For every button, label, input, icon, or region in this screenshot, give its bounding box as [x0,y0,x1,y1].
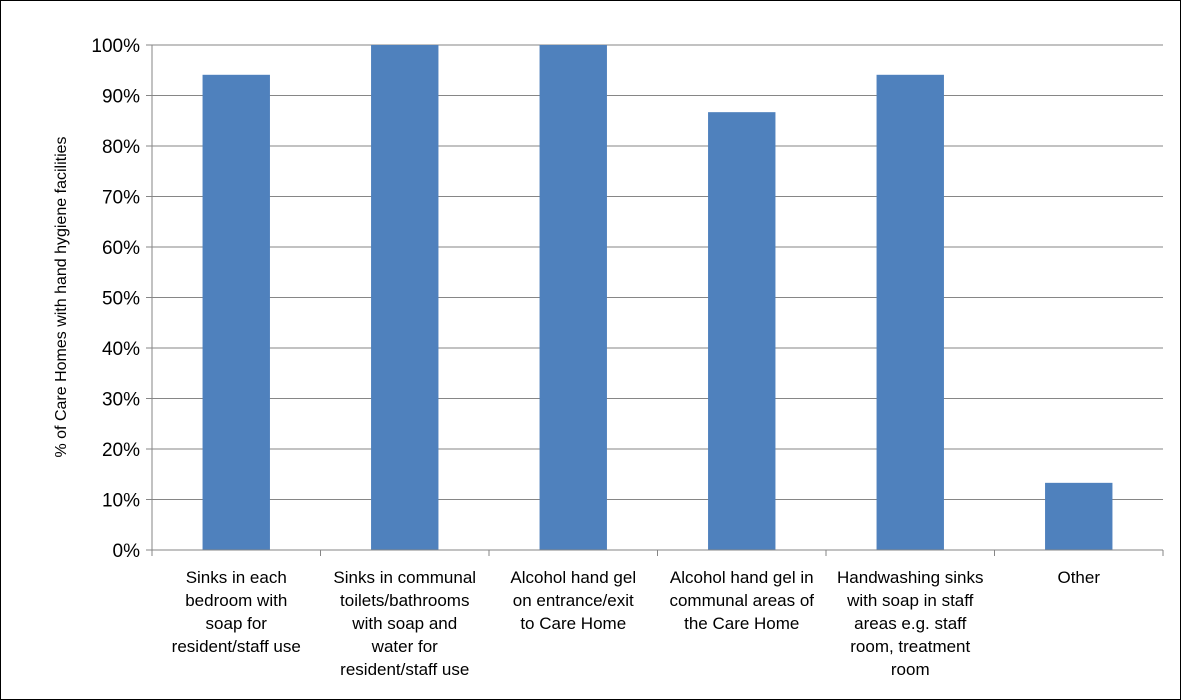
category-label-line: bedroom with [185,591,287,610]
bar [539,45,607,550]
gridlines [152,44,1163,500]
category-label: Handwashing sinks with soap in staff areas… [837,568,983,679]
bars [202,45,1113,551]
category-label: Sinks in communal toilets/bathrooms with s… [333,568,476,679]
y-tick-label: 100% [91,36,140,57]
bar [202,74,270,551]
category-label-line: areas e.g. staff [854,614,966,633]
bar [876,74,944,551]
category-label-line: on entrance/exit [513,591,634,610]
y-tick-label: 10% [102,491,140,512]
category-label-line: the Care Home [684,614,799,633]
y-tick-label: 60% [102,238,140,259]
category-label-line: Alcohol hand gel [510,568,636,587]
y-tick-labels: 0% 10% 20% 30% 40% 50% 60% 70% 80% 90% 100% [91,36,140,562]
category-label-line: Handwashing sinks [837,568,983,587]
y-tick-label: 80% [102,137,140,158]
category-label-line: resident/staff use [172,637,301,656]
category-label: Other [1057,568,1100,587]
category-label: Alcohol hand gel in communal areas of the … [669,568,814,633]
category-label-line: room [891,660,930,679]
category-label-line: resident/staff use [340,660,469,679]
category-label-line: Sinks in communal [333,568,476,587]
axes [146,44,1164,556]
category-label: Alcohol hand gel on entrance/exit to Care … [510,568,636,633]
y-tick-label: 50% [102,289,140,310]
category-label-line: Sinks in each [186,568,287,587]
category-label-line: Alcohol hand gel in [670,568,814,587]
category-label-line: to Care Home [520,614,626,633]
y-tick-label: 0% [113,541,141,562]
bar [1045,482,1113,550]
category-label-line: toilets/bathrooms [340,591,469,610]
y-tick-label: 70% [102,188,140,209]
category-label-line: Other [1057,568,1100,587]
y-tick-label: 40% [102,339,140,360]
y-tick-label: 90% [102,87,140,108]
category-label-line: with soap and [351,614,457,633]
category-label-line: communal areas of [669,591,814,610]
y-tick-label: 30% [102,390,140,411]
bar [708,112,776,550]
category-labels: Sinks in each bedroom with soap for residen… [172,568,1101,679]
bar [371,45,439,550]
category-label-line: water for [371,637,438,656]
y-tick-label: 20% [102,440,140,461]
category-label: Sinks in each bedroom with soap for residen… [172,568,301,656]
category-label-line: soap for [206,614,268,633]
category-label-line: room, treatment [850,637,970,656]
category-label-line: with soap in staff [846,591,974,610]
y-axis-title: % of Care Homes with hand hygiene facili… [53,136,70,457]
